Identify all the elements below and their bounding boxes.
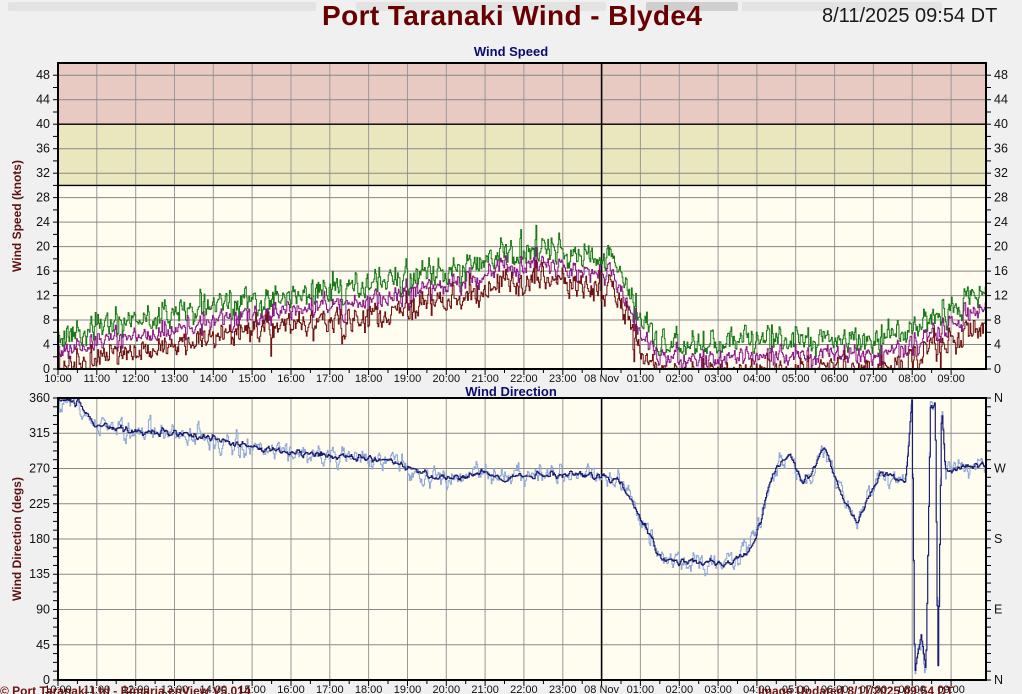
svg-text:4: 4 (994, 338, 1001, 352)
svg-text:W: W (994, 462, 1006, 476)
svg-text:90: 90 (36, 603, 50, 617)
svg-text:20: 20 (994, 240, 1008, 254)
svg-text:E: E (994, 603, 1002, 617)
svg-text:24: 24 (36, 215, 50, 229)
svg-text:40: 40 (994, 117, 1008, 131)
svg-text:8: 8 (43, 313, 50, 327)
svg-text:36: 36 (36, 142, 50, 156)
svg-text:20: 20 (36, 240, 50, 254)
svg-text:44: 44 (994, 93, 1008, 107)
svg-text:40: 40 (36, 117, 50, 131)
svg-text:16: 16 (36, 264, 50, 278)
svg-text:315: 315 (29, 426, 50, 440)
svg-text:135: 135 (29, 567, 50, 581)
svg-text:4: 4 (43, 338, 50, 352)
svg-text:225: 225 (29, 497, 50, 511)
svg-text:28: 28 (994, 191, 1008, 205)
svg-text:32: 32 (36, 166, 50, 180)
svg-text:8: 8 (994, 313, 1001, 327)
svg-text:48: 48 (994, 68, 1008, 82)
svg-text:16: 16 (994, 264, 1008, 278)
svg-text:28: 28 (36, 191, 50, 205)
svg-text:270: 270 (29, 462, 50, 476)
svg-text:24: 24 (994, 215, 1008, 229)
svg-text:48: 48 (36, 68, 50, 82)
svg-text:12: 12 (36, 289, 50, 303)
svg-text:36: 36 (994, 142, 1008, 156)
svg-text:S: S (994, 532, 1002, 546)
svg-text:N: N (994, 673, 1003, 687)
svg-text:44: 44 (36, 93, 50, 107)
svg-text:180: 180 (29, 532, 50, 546)
svg-text:32: 32 (994, 166, 1008, 180)
svg-text:12: 12 (994, 289, 1008, 303)
svg-text:0: 0 (994, 362, 1001, 376)
svg-text:45: 45 (36, 638, 50, 652)
